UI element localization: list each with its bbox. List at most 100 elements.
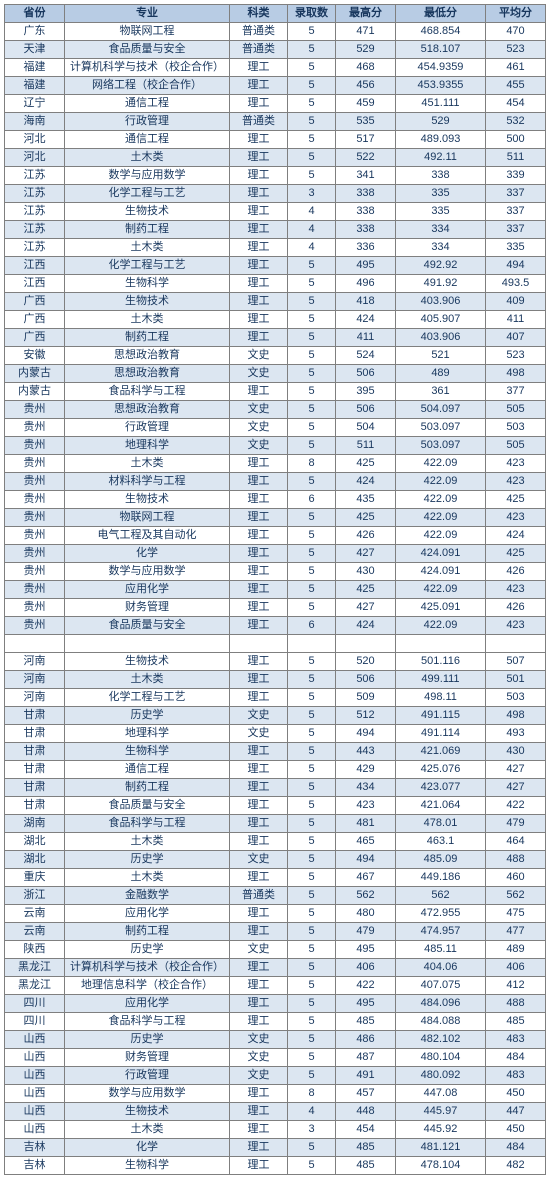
cell-province: 贵州 bbox=[5, 617, 65, 635]
cell-max: 504 bbox=[336, 419, 396, 437]
cell-min: 445.97 bbox=[396, 1103, 486, 1121]
cell-category: 理工 bbox=[230, 761, 288, 779]
cell-category: 理工 bbox=[230, 167, 288, 185]
cell-avg: 425 bbox=[486, 491, 546, 509]
table-row: 云南应用化学理工5480472.955475 bbox=[5, 905, 546, 923]
table-row: 内蒙古思想政治教育文史5506489498 bbox=[5, 365, 546, 383]
table-row: 河南生物技术理工5520501.116507 bbox=[5, 653, 546, 671]
cell-max: 424 bbox=[336, 311, 396, 329]
cell-enroll: 5 bbox=[288, 257, 336, 275]
cell-major: 化学工程与工艺 bbox=[65, 257, 230, 275]
cell-max: 491 bbox=[336, 1067, 396, 1085]
section-gap bbox=[5, 635, 546, 653]
cell-avg: 501 bbox=[486, 671, 546, 689]
cell-category: 理工 bbox=[230, 275, 288, 293]
cell-avg: 337 bbox=[486, 221, 546, 239]
cell-max: 485 bbox=[336, 1013, 396, 1031]
cell-major: 生物技术 bbox=[65, 293, 230, 311]
cell-min: 403.906 bbox=[396, 329, 486, 347]
cell-enroll: 5 bbox=[288, 1157, 336, 1175]
cell-enroll: 5 bbox=[288, 941, 336, 959]
cell-max: 425 bbox=[336, 455, 396, 473]
cell-avg: 523 bbox=[486, 347, 546, 365]
cell-min: 422.09 bbox=[396, 581, 486, 599]
cell-major: 生物技术 bbox=[65, 1103, 230, 1121]
table-row: 辽宁通信工程理工5459451.111454 bbox=[5, 95, 546, 113]
cell-avg: 427 bbox=[486, 761, 546, 779]
cell-major: 通信工程 bbox=[65, 95, 230, 113]
cell-province: 江苏 bbox=[5, 221, 65, 239]
cell-max: 423 bbox=[336, 797, 396, 815]
cell-category: 理工 bbox=[230, 131, 288, 149]
cell-min: 422.09 bbox=[396, 473, 486, 491]
cell-max: 395 bbox=[336, 383, 396, 401]
cell-max: 506 bbox=[336, 365, 396, 383]
cell-enroll: 5 bbox=[288, 761, 336, 779]
cell-min: 468.854 bbox=[396, 23, 486, 41]
cell-avg: 337 bbox=[486, 203, 546, 221]
cell-min: 521 bbox=[396, 347, 486, 365]
cell-min: 480.092 bbox=[396, 1067, 486, 1085]
cell-category: 理工 bbox=[230, 653, 288, 671]
cell-enroll: 5 bbox=[288, 671, 336, 689]
cell-min: 334 bbox=[396, 239, 486, 257]
cell-avg: 422 bbox=[486, 797, 546, 815]
cell-enroll: 5 bbox=[288, 275, 336, 293]
cell-enroll: 5 bbox=[288, 77, 336, 95]
cell-enroll: 5 bbox=[288, 995, 336, 1013]
cell-category: 理工 bbox=[230, 905, 288, 923]
cell-avg: 483 bbox=[486, 1031, 546, 1049]
cell-avg: 423 bbox=[486, 617, 546, 635]
cell-min: 478.01 bbox=[396, 815, 486, 833]
cell-max: 459 bbox=[336, 95, 396, 113]
cell-major: 应用化学 bbox=[65, 995, 230, 1013]
cell-category: 理工 bbox=[230, 599, 288, 617]
cell-avg: 562 bbox=[486, 887, 546, 905]
cell-province: 山西 bbox=[5, 1049, 65, 1067]
cell-enroll: 5 bbox=[288, 653, 336, 671]
cell-enroll: 4 bbox=[288, 221, 336, 239]
cell-min: 449.186 bbox=[396, 869, 486, 887]
table-row: 山西数学与应用数学理工8457447.08450 bbox=[5, 1085, 546, 1103]
cell-avg: 488 bbox=[486, 995, 546, 1013]
cell-avg: 412 bbox=[486, 977, 546, 995]
cell-avg: 479 bbox=[486, 815, 546, 833]
header-row: 省份专业科类录取数最高分最低分平均分 bbox=[5, 5, 546, 23]
table-row: 陕西历史学文史5495485.11489 bbox=[5, 941, 546, 959]
col-province: 省份 bbox=[5, 5, 65, 23]
cell-enroll: 5 bbox=[288, 365, 336, 383]
cell-province: 云南 bbox=[5, 923, 65, 941]
cell-province: 安徽 bbox=[5, 347, 65, 365]
cell-avg: 423 bbox=[486, 581, 546, 599]
cell-major: 通信工程 bbox=[65, 761, 230, 779]
cell-province: 河南 bbox=[5, 689, 65, 707]
table-row: 河南化学工程与工艺理工5509498.11503 bbox=[5, 689, 546, 707]
cell-min: 407.075 bbox=[396, 977, 486, 995]
cell-enroll: 5 bbox=[288, 1031, 336, 1049]
cell-avg: 488 bbox=[486, 851, 546, 869]
cell-major: 食品质量与安全 bbox=[65, 41, 230, 59]
cell-avg: 511 bbox=[486, 149, 546, 167]
cell-max: 467 bbox=[336, 869, 396, 887]
cell-avg: 494 bbox=[486, 257, 546, 275]
cell-major: 数学与应用数学 bbox=[65, 1085, 230, 1103]
cell-max: 425 bbox=[336, 581, 396, 599]
cell-category: 理工 bbox=[230, 473, 288, 491]
cell-category: 普通类 bbox=[230, 23, 288, 41]
cell-major: 财务管理 bbox=[65, 599, 230, 617]
table-row: 甘肃生物科学理工5443421.069430 bbox=[5, 743, 546, 761]
cell-min: 425.091 bbox=[396, 599, 486, 617]
cell-major: 应用化学 bbox=[65, 905, 230, 923]
cell-major: 通信工程 bbox=[65, 131, 230, 149]
cell-major: 地理科学 bbox=[65, 725, 230, 743]
cell-max: 512 bbox=[336, 707, 396, 725]
cell-category: 理工 bbox=[230, 1121, 288, 1139]
cell-enroll: 5 bbox=[288, 41, 336, 59]
cell-major: 土木类 bbox=[65, 869, 230, 887]
cell-min: 421.064 bbox=[396, 797, 486, 815]
cell-major: 土木类 bbox=[65, 671, 230, 689]
cell-province: 四川 bbox=[5, 995, 65, 1013]
cell-min: 447.08 bbox=[396, 1085, 486, 1103]
cell-max: 406 bbox=[336, 959, 396, 977]
cell-province: 天津 bbox=[5, 41, 65, 59]
